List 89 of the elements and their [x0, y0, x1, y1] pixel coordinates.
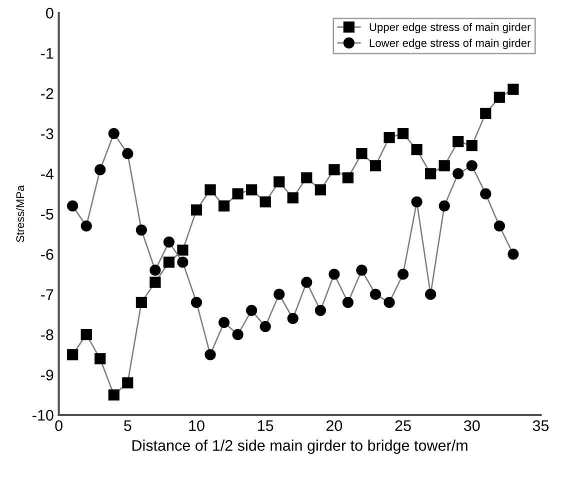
point [218, 200, 230, 212]
point [190, 296, 202, 308]
point [494, 220, 505, 232]
point [438, 200, 450, 212]
point [356, 264, 368, 276]
point [466, 140, 478, 152]
y-tick-label: -3 [41, 128, 54, 140]
point [384, 296, 395, 308]
point [67, 349, 78, 360]
point [108, 389, 120, 400]
point [508, 248, 519, 260]
point [411, 196, 422, 208]
x-tick-label: 10 [189, 420, 204, 432]
y-tick-label: -8 [41, 329, 54, 340]
point [466, 160, 478, 172]
point [150, 276, 161, 288]
legend-label: Upper edge stress of main girder [370, 22, 531, 34]
point [177, 244, 188, 256]
point [342, 296, 354, 308]
point [452, 168, 464, 180]
point [94, 353, 106, 364]
y-tick-label: -6 [41, 249, 54, 260]
point [274, 176, 285, 188]
point [356, 148, 368, 160]
point [260, 196, 271, 208]
point [425, 288, 436, 300]
point [384, 132, 395, 144]
x-tick-label: 30 [464, 420, 480, 432]
point [163, 256, 175, 268]
point [342, 172, 354, 184]
point [246, 184, 258, 196]
point [136, 224, 147, 236]
point [508, 84, 519, 95]
point [370, 288, 382, 300]
point [397, 268, 409, 280]
point [246, 304, 258, 316]
point [452, 136, 464, 148]
point [150, 264, 161, 276]
x-tick-label: 35 [532, 420, 549, 432]
point [494, 92, 505, 103]
point [67, 200, 78, 212]
point [274, 288, 285, 300]
x-axis-title: Distance of 1/2 side main girder to bridge tower/m [132, 440, 468, 454]
point [232, 188, 244, 200]
y-axis-title: Stress/MPa [16, 185, 24, 242]
y-tick-label: -9 [41, 370, 54, 380]
y-tick-label: -5 [41, 208, 54, 220]
point [480, 108, 492, 119]
point [370, 160, 382, 172]
point [80, 220, 92, 232]
x-tick-label: 25 [395, 420, 411, 432]
point [438, 160, 450, 172]
legend-label: Lower edge stress of main girder [370, 38, 531, 50]
point [314, 304, 326, 316]
point [122, 148, 134, 160]
point [260, 320, 271, 332]
point [204, 349, 216, 360]
point [122, 377, 134, 388]
point [218, 316, 230, 328]
point [232, 329, 244, 340]
y-tick-label: -4 [41, 168, 54, 180]
point [136, 296, 147, 308]
y-tick-label: -10 [32, 410, 54, 421]
point [397, 128, 409, 140]
point [480, 188, 492, 200]
point [177, 256, 188, 268]
x-tick-label: 15 [258, 420, 274, 432]
x-tick-label: 0 [55, 420, 62, 432]
x-tick-label: 20 [326, 420, 342, 432]
point [411, 144, 422, 156]
point [328, 268, 340, 280]
point [94, 164, 106, 176]
point [328, 164, 340, 176]
y-tick-label: -1 [41, 48, 54, 59]
point [108, 128, 120, 140]
point [287, 312, 298, 324]
point [163, 236, 175, 248]
y-tick-label: 0 [46, 8, 54, 19]
point [314, 184, 326, 196]
point [80, 329, 92, 340]
point [190, 204, 202, 216]
point [301, 276, 312, 288]
point [287, 192, 298, 204]
x-tick-label: 5 [124, 420, 132, 432]
point [204, 184, 216, 196]
point [425, 168, 436, 180]
y-tick-label: -7 [41, 289, 54, 300]
y-tick-label: -2 [41, 88, 54, 99]
point [301, 172, 312, 184]
